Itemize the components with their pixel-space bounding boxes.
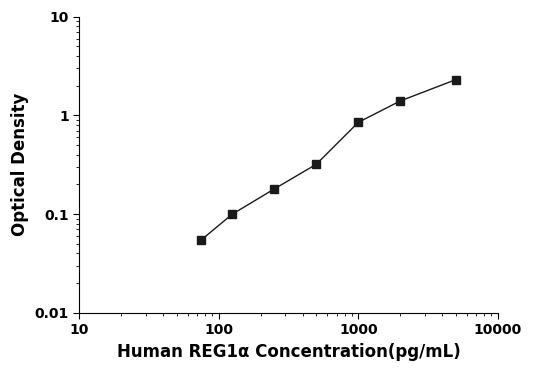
X-axis label: Human REG1α Concentration(pg/mL): Human REG1α Concentration(pg/mL) — [117, 343, 461, 361]
Y-axis label: Optical Density: Optical Density — [11, 93, 29, 237]
